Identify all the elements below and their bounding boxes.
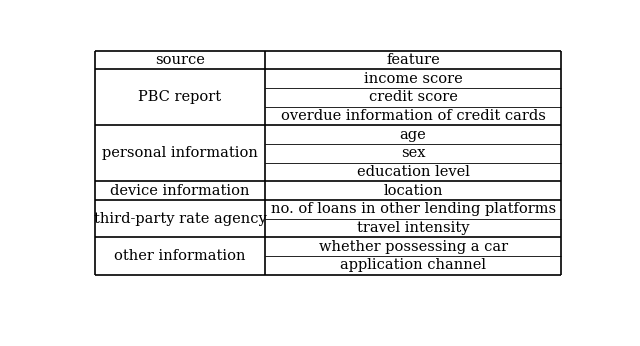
- Text: feature: feature: [386, 53, 440, 67]
- Text: whether possessing a car: whether possessing a car: [319, 240, 508, 254]
- Text: other information: other information: [114, 249, 246, 263]
- Text: personal information: personal information: [102, 146, 258, 161]
- Text: sex: sex: [401, 146, 426, 161]
- Text: source: source: [155, 53, 205, 67]
- Text: PBC report: PBC report: [138, 90, 221, 104]
- Text: device information: device information: [110, 184, 250, 198]
- Text: overdue information of credit cards: overdue information of credit cards: [281, 109, 545, 123]
- Text: travel intensity: travel intensity: [357, 221, 469, 235]
- Text: age: age: [400, 128, 426, 142]
- Text: location: location: [383, 184, 443, 198]
- Text: credit score: credit score: [369, 90, 458, 104]
- Text: education level: education level: [356, 165, 470, 179]
- Text: income score: income score: [364, 72, 463, 86]
- Text: application channel: application channel: [340, 258, 486, 272]
- Text: third-party rate agency: third-party rate agency: [93, 212, 266, 226]
- Text: no. of loans in other lending platforms: no. of loans in other lending platforms: [271, 202, 556, 216]
